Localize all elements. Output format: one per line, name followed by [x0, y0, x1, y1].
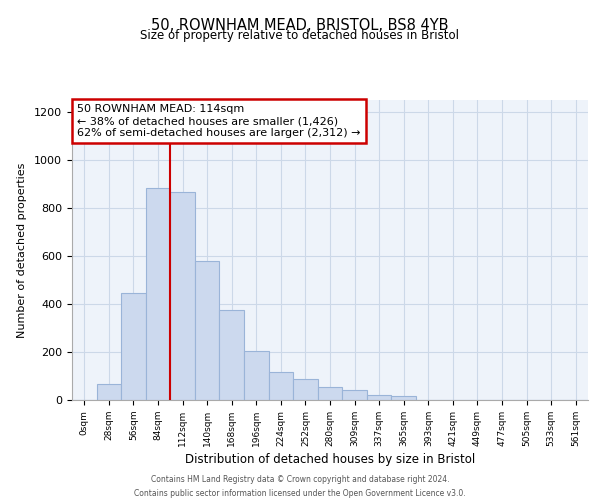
Bar: [367, 395, 391, 400]
Bar: [318, 387, 342, 400]
Bar: [121, 293, 146, 400]
Bar: [220, 310, 244, 400]
Text: 50, ROWNHAM MEAD, BRISTOL, BS8 4YB: 50, ROWNHAM MEAD, BRISTOL, BS8 4YB: [151, 18, 449, 32]
Y-axis label: Number of detached properties: Number of detached properties: [17, 162, 27, 338]
Bar: [391, 396, 416, 400]
Text: 50 ROWNHAM MEAD: 114sqm
← 38% of detached houses are smaller (1,426)
62% of semi: 50 ROWNHAM MEAD: 114sqm ← 38% of detache…: [77, 104, 361, 138]
X-axis label: Distribution of detached houses by size in Bristol: Distribution of detached houses by size …: [185, 453, 475, 466]
Text: Size of property relative to detached houses in Bristol: Size of property relative to detached ho…: [140, 29, 460, 42]
Bar: [146, 188, 170, 400]
Bar: [244, 351, 269, 400]
Bar: [293, 379, 318, 400]
Text: Contains HM Land Registry data © Crown copyright and database right 2024.
Contai: Contains HM Land Registry data © Crown c…: [134, 476, 466, 498]
Bar: [342, 390, 367, 400]
Bar: [195, 261, 220, 400]
Bar: [269, 372, 293, 400]
Bar: [170, 192, 195, 400]
Bar: [97, 384, 121, 400]
